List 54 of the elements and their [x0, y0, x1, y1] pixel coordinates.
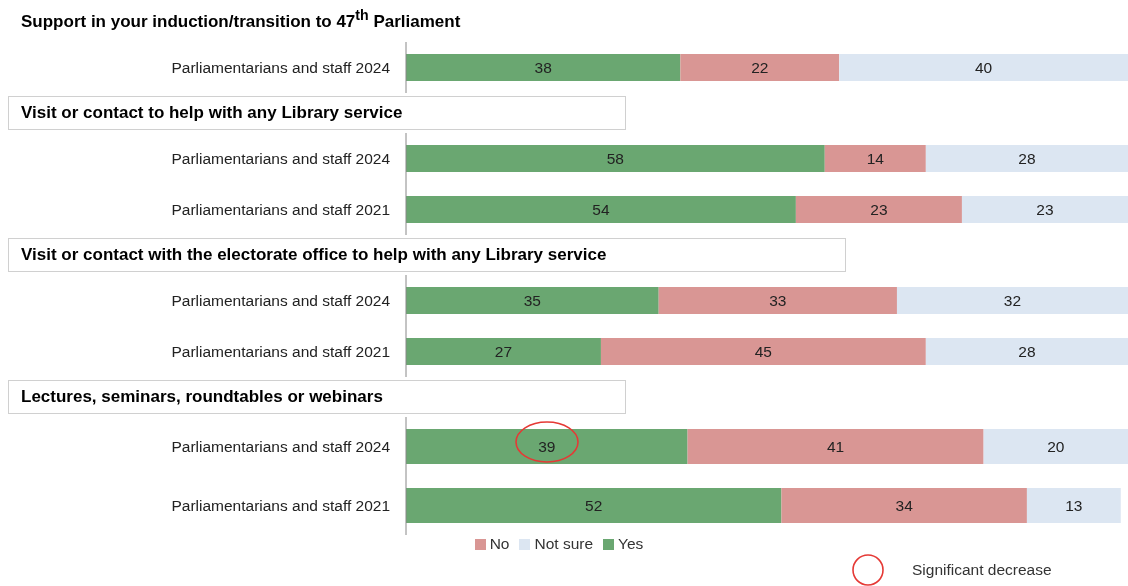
data-label: 27 — [494, 342, 513, 360]
legend-label: Not sure — [534, 534, 594, 552]
data-label: 54 — [592, 200, 610, 218]
bar — [687, 428, 984, 464]
y-tick-label: Parliamentarians and staff 2021 — [171, 200, 390, 218]
data-label: 28 — [1018, 342, 1036, 360]
data-label: 41 — [826, 437, 845, 455]
bar — [781, 487, 1027, 523]
bar — [795, 195, 962, 223]
data-label: 52 — [585, 496, 603, 514]
data-label: 23 — [870, 200, 888, 218]
text: Visit or contact to help with any Library service — [8, 95, 626, 130]
y-tick-label: Parliamentarians and staff 2024 — [171, 291, 391, 309]
data-label: 58 — [606, 149, 625, 167]
bar — [406, 428, 688, 464]
y-tick-label: Parliamentarians and staff 2024 — [171, 58, 391, 76]
y-tick-label: Parliamentarians and staff 2024 — [171, 437, 391, 455]
legend-label: Yes — [618, 534, 644, 552]
data-label: 22 — [751, 58, 769, 76]
text: Significant decrease — [912, 560, 1052, 579]
bar — [983, 428, 1128, 464]
data-label: 28 — [1018, 149, 1036, 167]
bar — [406, 144, 825, 172]
text: Lectures, seminars, roundtables or webinars — [8, 379, 626, 414]
data-label: 14 — [866, 149, 885, 167]
data-label: 45 — [754, 342, 773, 360]
bar — [896, 286, 1128, 314]
bar — [600, 337, 926, 365]
data-label: 39 — [538, 437, 556, 455]
data-label: 33 — [769, 291, 787, 309]
bar — [824, 144, 926, 172]
bar — [406, 487, 782, 523]
y-tick-label: Parliamentarians and staff 2021 — [171, 496, 390, 514]
y-tick-label: Parliamentarians and staff 2024 — [171, 149, 391, 167]
data-label: 32 — [1003, 291, 1022, 309]
bar — [961, 195, 1128, 223]
y-tick-label: Parliamentarians and staff 2021 — [171, 342, 390, 360]
data-label: 20 — [1047, 437, 1065, 455]
data-label: 38 — [534, 58, 552, 76]
chart-title: Visit or contact with the electorate office to help with any Library service — [8, 237, 846, 272]
bar — [925, 144, 1128, 172]
data-label: 35 — [523, 291, 541, 309]
bar — [406, 337, 601, 365]
legend-label: No — [489, 534, 510, 552]
data-label: 23 — [1036, 200, 1054, 218]
bar — [406, 286, 659, 314]
data-label: 40 — [974, 58, 993, 76]
bar — [658, 286, 897, 314]
data-label: 34 — [895, 496, 914, 514]
data-label: 13 — [1065, 496, 1083, 514]
bar — [1026, 487, 1121, 523]
bar — [406, 195, 796, 223]
bar — [925, 337, 1128, 365]
text: Support in your induction/transition to 47$^{th}$ Parliament — [8, 0, 474, 39]
